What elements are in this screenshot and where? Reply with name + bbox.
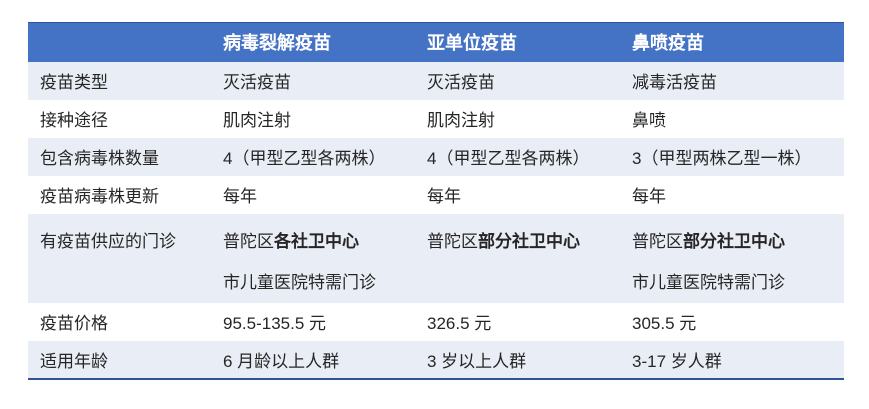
table-row-administration-route: 接种途径 肌肉注射 肌肉注射 鼻喷 [28,100,844,138]
row-label: 有疫苗供应的门诊 [28,213,211,303]
clinic-prefix: 普陀区 [632,231,683,251]
clinic-line-2: 市儿童医院特需门诊 [223,272,376,292]
table-row-clinics: 有疫苗供应的门诊 普陀区各社卫中心 市儿童医院特需门诊 普陀区部分社卫中心 普陀… [28,213,844,303]
table-row-strain-count: 包含病毒株数量 4（甲型乙型各两株） 4（甲型乙型各两株） 3（甲型两株乙型一株… [28,137,844,176]
vaccine-comparison-table: 病毒裂解疫苗 亚单位疫苗 鼻喷疫苗 疫苗类型 灭活疫苗 灭活疫苗 减毒活疫苗 接… [28,22,844,380]
row-label: 疫苗价格 [40,314,108,333]
cell-nasal-vaccine: 3-17 岁人群 [620,340,844,379]
cell-split-vaccine: 每年 [223,187,257,206]
clinic-highlight: 各社卫中心 [274,231,359,251]
cell-nasal-vaccine: 305.5 元 [632,314,697,333]
clinic-line-1: 普陀区部分社卫中心 [427,221,608,262]
clinic-line-2: 市儿童医院特需门诊 [632,272,785,292]
table-row-strain-update: 疫苗病毒株更新 每年 每年 每年 [28,176,844,214]
cell-subunit-vaccine: 4（甲型乙型各两株） [415,137,620,176]
row-label: 适用年龄 [28,340,211,379]
cell-subunit-vaccine: 灭活疫苗 [415,61,620,100]
cell-subunit-vaccine: 普陀区部分社卫中心 [415,213,620,303]
cell-nasal-vaccine: 普陀区部分社卫中心 市儿童医院特需门诊 [620,213,844,303]
row-label: 接种途径 [40,111,108,130]
table-row-price: 疫苗价格 95.5-135.5 元 326.5 元 305.5 元 [28,303,844,341]
cell-nasal-vaccine: 每年 [632,187,666,206]
table-row-applicable-age: 适用年龄 6 月龄以上人群 3 岁以上人群 3-17 岁人群 [28,340,844,379]
clinic-line-1: 普陀区部分社卫中心 [632,221,832,262]
table-header-row: 病毒裂解疫苗 亚单位疫苗 鼻喷疫苗 [28,22,844,62]
clinic-line-1: 普陀区各社卫中心 [223,221,403,262]
cell-split-vaccine: 4（甲型乙型各两株） [211,137,415,176]
clinic-prefix: 普陀区 [223,231,274,251]
header-subunit-vaccine: 亚单位疫苗 [415,22,620,62]
table-row-vaccine-type: 疫苗类型 灭活疫苗 灭活疫苗 减毒活疫苗 [28,61,844,100]
row-label: 疫苗类型 [28,61,211,100]
clinic-highlight: 部分社卫中心 [478,231,580,251]
cell-split-vaccine: 6 月龄以上人群 [211,340,415,379]
cell-nasal-vaccine: 鼻喷 [632,111,666,130]
cell-subunit-vaccine: 每年 [427,187,461,206]
cell-subunit-vaccine: 3 岁以上人群 [415,340,620,379]
cell-subunit-vaccine: 肌肉注射 [427,111,495,130]
header-corner-cell [28,22,211,62]
header-split-virus-vaccine: 病毒裂解疫苗 [211,22,415,62]
cell-split-vaccine: 95.5-135.5 元 [223,314,327,333]
cell-nasal-vaccine: 减毒活疫苗 [620,61,844,100]
row-label: 疫苗病毒株更新 [40,187,159,206]
header-nasal-spray-vaccine: 鼻喷疫苗 [620,22,844,62]
cell-nasal-vaccine: 3（甲型两株乙型一株） [620,137,844,176]
clinic-row-label-line: 有疫苗供应的门诊 [40,231,176,251]
cell-subunit-vaccine: 326.5 元 [427,314,492,333]
cell-split-vaccine: 普陀区各社卫中心 市儿童医院特需门诊 [211,213,415,303]
cell-split-vaccine: 肌肉注射 [223,111,291,130]
cell-split-vaccine: 灭活疫苗 [211,61,415,100]
clinic-highlight: 部分社卫中心 [683,231,785,251]
row-label: 包含病毒株数量 [28,137,211,176]
clinic-prefix: 普陀区 [427,231,478,251]
